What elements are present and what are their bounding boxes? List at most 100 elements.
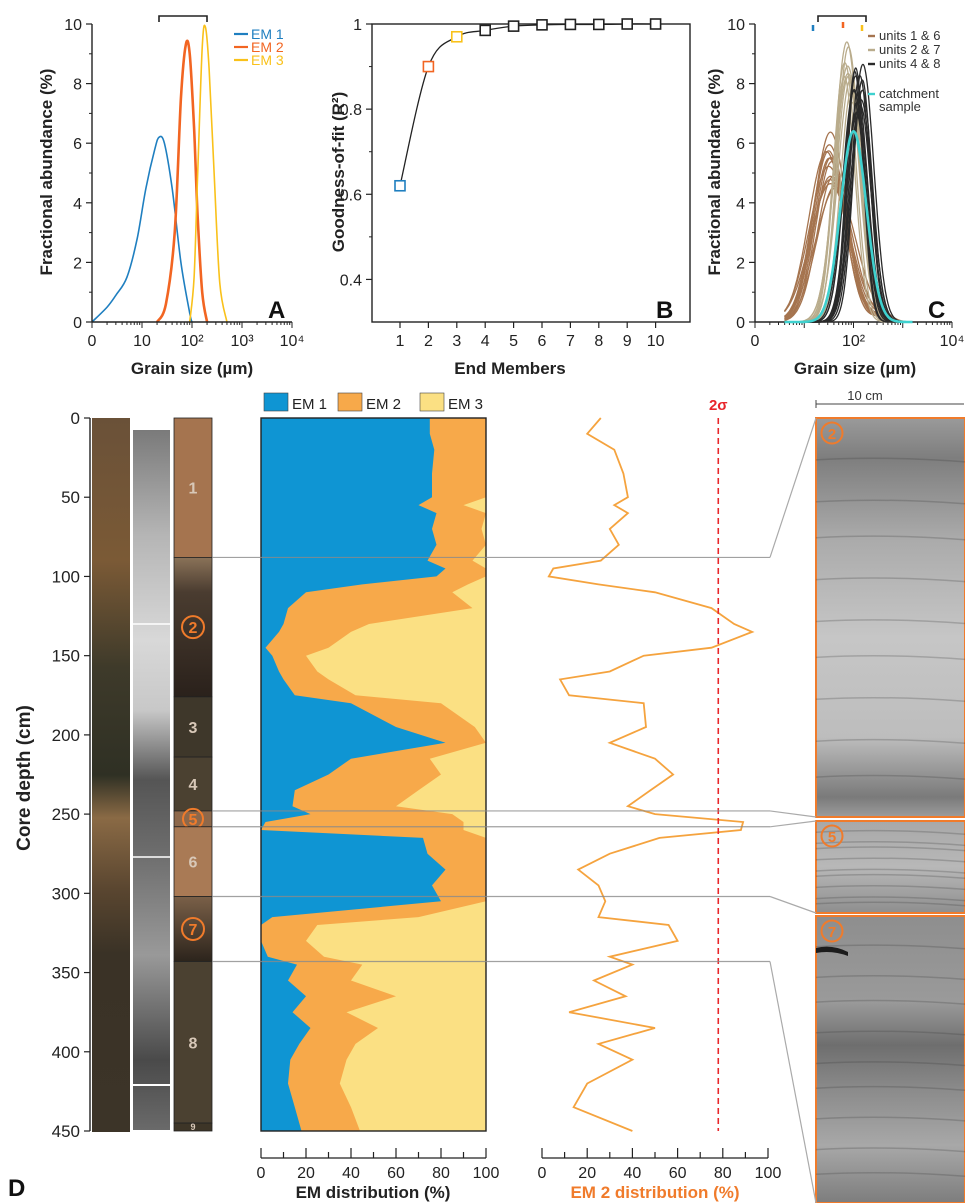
unit-block-7 (173, 896, 213, 962)
em2-distribution-plot: 2σ 0 20 40 60 80 100 (538, 397, 782, 1182)
core-photo-lamina (815, 896, 965, 902)
em-legend-label: EM 1 (292, 396, 327, 413)
panel-b: B End Members Goodness-of-fit (R²) 0.40.… (329, 17, 691, 378)
panel-c-bracket (817, 15, 867, 22)
panel-a: A Grain size (µm) Fractional abundance (… (37, 15, 304, 378)
depth-tick-label: 200 (52, 726, 80, 745)
scale-bar-label: 10 cm (847, 388, 882, 403)
depth-tick-label: 150 (52, 647, 80, 666)
em-x-tick-label: 100 (473, 1165, 500, 1182)
panel-a-plot (91, 15, 228, 323)
core-photo-badge-label: 7 (828, 924, 836, 941)
panel-b-x-tick-label: 3 (452, 333, 461, 350)
em2-distribution-line (547, 417, 755, 1132)
panel-a-y-tick-label: 0 (73, 315, 82, 332)
unit-label-2: 2 (189, 620, 198, 637)
panel-b-x-tick-label: 6 (538, 333, 547, 350)
panel-c-x-tick-label: 10⁴ (940, 333, 965, 350)
panel-b-y-tick-label: 1 (353, 17, 362, 34)
panel-b-x-tick-label: 9 (623, 333, 632, 350)
em-legend-label: EM 3 (448, 396, 483, 413)
core-photo-lamina (815, 846, 965, 852)
panel-b-y-tick-label: 0.6 (340, 187, 362, 204)
panel-b-y-tick-label: 0.8 (340, 102, 362, 119)
panel-b-y-tick-label: 0.4 (340, 272, 362, 289)
depth-tick-label: 450 (52, 1122, 80, 1141)
em-legend-swatch (263, 392, 289, 412)
unit-block-3 (173, 696, 213, 758)
depth-tick-label: 400 (52, 1043, 80, 1062)
em2-x-tick-label: 100 (755, 1165, 782, 1182)
panel-d: D Core depth (cm) EM distribution (%) EM… (8, 388, 965, 1203)
unit-label-3: 3 (189, 720, 198, 737)
panel-a-series-3 (188, 24, 228, 323)
panel-b-x-tick-label: 7 (566, 333, 575, 350)
unit-block-4 (173, 756, 213, 812)
panel-b-point (422, 60, 435, 73)
core-ct-scan (133, 430, 170, 1130)
em-x-tick-label: 0 (257, 1165, 266, 1182)
panel-c-curve (784, 129, 913, 324)
panel-a-legend-label: EM 1 (251, 26, 284, 42)
core-photo-lamina (815, 577, 965, 583)
unit-label-6: 6 (189, 855, 198, 872)
core-photo-lamina (815, 841, 965, 847)
panel-a-y-tick-label: 10 (64, 17, 82, 34)
panel-c-x-label: Grain size (µm) (794, 359, 916, 378)
panel-c-y-tick-label: 8 (736, 77, 745, 94)
em2-x-tick-label: 80 (714, 1165, 732, 1182)
em-x-tick-label: 40 (342, 1165, 360, 1182)
core-photo-lamina (815, 885, 965, 891)
em-distribution-area: 0 20 40 60 80 100 (257, 417, 500, 1182)
panel-label-c: C (928, 297, 945, 324)
panel-c-legend-label-cont: sample (879, 99, 921, 114)
panel-b-point (450, 30, 463, 43)
core-photo-lamina (815, 868, 965, 874)
em2-x-tick-label: 0 (538, 1165, 547, 1182)
panel-c-y-tick-label: 6 (736, 136, 745, 153)
panel-a-legend-label: EM 3 (251, 52, 284, 68)
panel-a-x-tick-label: 10³ (230, 333, 254, 350)
panel-b-plot: 0.4 0.6 0.8 1 1 2 3 4 5 6 7 8 9 10 (340, 17, 691, 350)
unit-block-1 (173, 417, 213, 558)
em-x-tick-label: 60 (387, 1165, 405, 1182)
em-legend-swatch (419, 392, 445, 412)
core-photo-lamina (815, 696, 965, 703)
unit-circle-2 (181, 615, 205, 640)
panel-b-point (394, 179, 406, 192)
panel-a-y-tick-label: 8 (73, 77, 82, 94)
panel-a-legend-label: EM 2 (251, 39, 284, 55)
core-photo-lamina (815, 774, 965, 780)
panel-c-y-tick-label: 10 (727, 17, 745, 34)
em-x-tick-label: 20 (297, 1165, 315, 1182)
panel-c-legend-label: units 4 & 8 (879, 56, 940, 71)
panel-c-legend-label: catchment (879, 86, 939, 101)
core-photo-badge-label: 5 (828, 829, 836, 846)
two-sigma-label: 2σ (709, 397, 728, 414)
em-area-frame (260, 417, 487, 1132)
core-photo-lamina (815, 975, 965, 981)
panel-b-y-label: Goodness-of-fit (R²) (329, 92, 348, 253)
core-photos: 10 cm 2 5 7 (815, 388, 965, 1203)
em-legend-swatch (337, 392, 363, 412)
core-photo-badge-label: 2 (828, 426, 836, 443)
em-x-tick-label: 80 (432, 1165, 450, 1182)
panel-b-x-tick-label: 5 (509, 333, 518, 350)
panel-c-y-tick-label: 2 (736, 255, 745, 272)
core-photo-dark-inclusion (816, 946, 848, 956)
unit-label-5: 5 (189, 812, 198, 829)
unit-block-9 (173, 1122, 213, 1132)
core-photo-lamina (815, 1061, 965, 1067)
depth-tick-label: 300 (52, 884, 80, 903)
unit-connector-lines (212, 417, 817, 1203)
core-photo-lamina (815, 829, 965, 835)
depth-tick-label: 50 (61, 488, 80, 507)
em2-x-tick-label: 60 (669, 1165, 687, 1182)
core-photo-lamina (815, 873, 965, 879)
panel-c-legend-label: units 2 & 7 (879, 42, 940, 57)
em-distribution-legend: EM 1 EM 2 EM 3 (263, 392, 483, 413)
core-depth-axis: 0 50 100 150 200 250 300 350 400 450 (52, 409, 91, 1141)
panel-b-frame (371, 23, 691, 323)
core-photo-lamina (815, 1030, 965, 1036)
em1-area (261, 418, 446, 1131)
